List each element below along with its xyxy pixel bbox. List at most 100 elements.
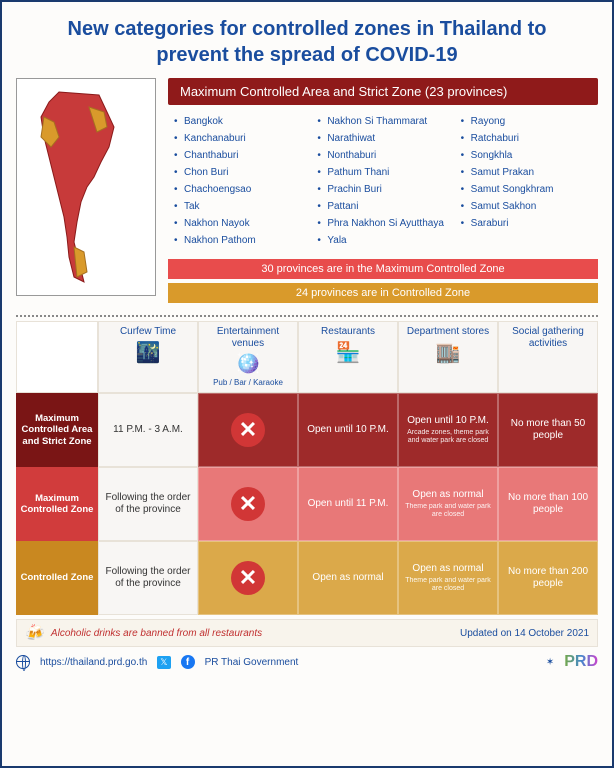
table-cell: ✕ <box>198 467 298 541</box>
table-cell: Open until 10 P.M. Arcade zones, theme pa… <box>398 393 498 467</box>
footer-url: https://thailand.prd.go.th <box>40 657 147 668</box>
column-title: Department stores <box>407 326 489 338</box>
province-item: Bangkok <box>172 113 307 130</box>
row-label: Maximum Controlled Zone <box>16 467 98 541</box>
banner-controlled-zone: 24 provinces are in Controlled Zone <box>168 283 598 303</box>
cell-text: No more than 200 people <box>502 566 594 590</box>
column-header: Restaurants 🏪 <box>298 321 398 393</box>
row-label: Controlled Zone <box>16 541 98 615</box>
province-item: Chon Buri <box>172 164 307 181</box>
x-icon: ✕ <box>231 487 265 521</box>
province-item: Rayong <box>459 113 594 130</box>
cell-text: Following the order of the province <box>102 492 194 516</box>
cell-text: Open as normal <box>412 563 483 575</box>
table-cell: No more than 200 people <box>498 541 598 615</box>
province-item: Ratchaburi <box>459 130 594 147</box>
row-label: Maximum Controlled Area and Strict Zone <box>16 393 98 467</box>
twitter-icon: 𝕏 <box>157 656 170 669</box>
province-item: Saraburi <box>459 215 594 232</box>
prd-logo: PRD <box>564 653 598 671</box>
column-title: Entertainment venues <box>201 326 295 349</box>
table-corner <box>16 321 98 393</box>
column-header: Social gathering activities <box>498 321 598 393</box>
province-item: Kanchanaburi <box>172 130 307 147</box>
cell-text: Open until 11 P.M. <box>308 498 389 510</box>
banner-max-zone: 30 provinces are in the Maximum Controll… <box>168 259 598 279</box>
table-cell: Following the order of the province <box>98 467 198 541</box>
province-item: Narathiwat <box>315 130 450 147</box>
cell-subtext: Theme park and water park are closed <box>402 577 494 594</box>
province-item: Nakhon Nayok <box>172 215 307 232</box>
prd-seal-icon: ✶ <box>546 657 554 668</box>
province-item: Samut Prakan <box>459 164 594 181</box>
cell-text: Open as normal <box>412 489 483 501</box>
province-item: Samut Songkhram <box>459 181 594 198</box>
column-header: Department stores 🏬 <box>398 321 498 393</box>
province-item: Nakhon Pathom <box>172 232 307 249</box>
provinces-header: Maximum Controlled Area and Strict Zone … <box>168 78 598 105</box>
table-cell: ✕ <box>198 393 298 467</box>
column-icon: 🏬 <box>436 340 461 365</box>
province-item: Tak <box>172 198 307 215</box>
province-item: Chachoengsao <box>172 181 307 198</box>
cell-subtext: Arcade zones, theme park and water park … <box>402 429 494 446</box>
province-item: Yala <box>315 232 450 249</box>
table-cell: No more than 50 people <box>498 393 598 467</box>
table-cell: Open as normal Theme park and water park … <box>398 541 498 615</box>
cell-text: Open as normal <box>312 572 383 584</box>
province-item: Nonthaburi <box>315 147 450 164</box>
beer-icon: 🍻 <box>25 623 45 643</box>
table-cell: Open as normal <box>298 541 398 615</box>
column-title: Social gathering activities <box>501 326 595 349</box>
province-item: Chanthaburi <box>172 147 307 164</box>
column-icon: 🏪 <box>336 340 361 365</box>
province-column-2: Nakhon Si ThammaratNarathiwatNonthaburiP… <box>315 113 450 249</box>
updated-text: Updated on 14 October 2021 <box>460 628 589 639</box>
table-cell: Open until 11 P.M. <box>298 467 398 541</box>
column-icon: 🌃 <box>136 340 161 365</box>
divider-dots <box>16 315 598 317</box>
globe-icon <box>16 655 30 669</box>
table-cell: Open until 10 P.M. <box>298 393 398 467</box>
restrictions-table: Curfew Time 🌃 Entertainment venues🪩 Pub / B… <box>16 321 598 615</box>
footer: https://thailand.prd.go.th 𝕏 f PR Thai G… <box>2 647 612 671</box>
table-cell: Following the order of the province <box>98 541 198 615</box>
alcohol-row: 🍻 Alcoholic drinks are banned from all r… <box>16 619 598 647</box>
provinces-block: Maximum Controlled Area and Strict Zone … <box>168 78 598 303</box>
footer-social: PR Thai Government <box>205 657 299 668</box>
column-header: Entertainment venues🪩 Pub / Bar / Karaoke <box>198 321 298 393</box>
facebook-icon: f <box>181 655 195 669</box>
cell-text: Open until 10 P.M. <box>307 424 389 436</box>
page-title: New categories for controlled zones in T… <box>2 2 612 78</box>
cell-subtext: Theme park and water park are closed <box>402 503 494 520</box>
province-item: Prachin Buri <box>315 181 450 198</box>
infographic-page: New categories for controlled zones in T… <box>0 0 614 768</box>
table-cell: 11 P.M. - 3 A.M. <box>98 393 198 467</box>
table-cell: ✕ <box>198 541 298 615</box>
cell-text: No more than 100 people <box>502 492 594 516</box>
cell-text: Open until 10 P.M. <box>407 415 489 427</box>
thailand-map <box>16 78 156 296</box>
table-cell: Open as normal Theme park and water park … <box>398 467 498 541</box>
column-icon: 🪩 <box>236 351 261 376</box>
cell-text: 11 P.M. - 3 A.M. <box>113 424 183 436</box>
alcohol-text: Alcoholic drinks are banned from all res… <box>51 628 454 639</box>
cell-text: No more than 50 people <box>502 418 594 442</box>
map-svg <box>29 87 139 287</box>
province-column-1: BangkokKanchanaburiChanthaburiChon BuriC… <box>172 113 307 249</box>
province-item: Pathum Thani <box>315 164 450 181</box>
x-icon: ✕ <box>231 413 265 447</box>
cell-text: Following the order of the province <box>102 566 194 590</box>
top-section: Maximum Controlled Area and Strict Zone … <box>2 78 612 309</box>
provinces-lists: BangkokKanchanaburiChanthaburiChon BuriC… <box>168 105 598 255</box>
column-subtitle: Pub / Bar / Karaoke <box>213 378 283 387</box>
column-title: Curfew Time <box>120 326 176 338</box>
province-item: Phra Nakhon Si Ayutthaya <box>315 215 450 232</box>
table-cell: No more than 100 people <box>498 467 598 541</box>
x-icon: ✕ <box>231 561 265 595</box>
column-title: Restaurants <box>321 326 375 338</box>
province-item: Samut Sakhon <box>459 198 594 215</box>
province-column-3: RayongRatchaburiSongkhlaSamut PrakanSamu… <box>459 113 594 249</box>
province-item: Songkhla <box>459 147 594 164</box>
province-item: Pattani <box>315 198 450 215</box>
